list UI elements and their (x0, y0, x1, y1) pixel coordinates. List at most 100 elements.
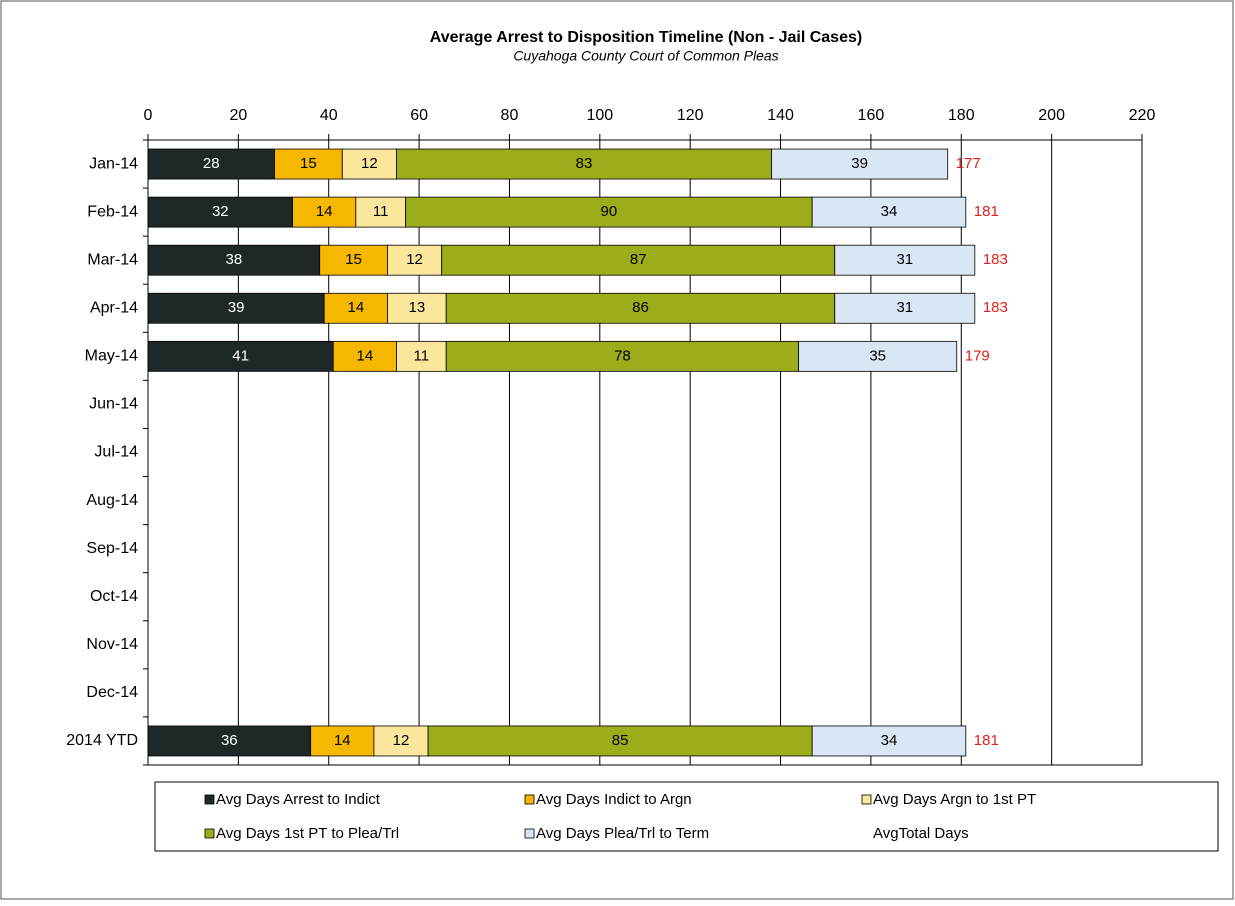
legend-swatch (204, 828, 215, 839)
bar-segment (341, 148, 397, 180)
total-label: 183 (983, 299, 1008, 316)
data-label: 87 (630, 251, 647, 268)
bar-segment (405, 196, 813, 228)
bar-segment (445, 340, 800, 372)
y-tick-label: Sep-14 (86, 540, 138, 557)
legend-label: Avg Days Indict to Argn (536, 791, 692, 808)
total-label: 183 (983, 251, 1008, 268)
legend-label: Avg Days 1st PT to Plea/Trl (216, 825, 399, 842)
data-label: 32 (212, 203, 229, 220)
bar-segment (387, 244, 443, 276)
bar-segment (147, 196, 293, 228)
bar-segment (373, 725, 429, 757)
data-label: 83 (576, 155, 593, 172)
bar-segment (811, 725, 967, 757)
x-tick-label: 120 (677, 107, 704, 124)
y-tick-label: Mar-14 (87, 251, 138, 268)
bar-segment (811, 196, 967, 228)
bar-segment (274, 148, 343, 180)
legend-swatch (524, 828, 535, 839)
data-label: 12 (361, 155, 378, 172)
legend-label: AvgTotal Days (873, 825, 969, 842)
total-label: 177 (956, 155, 981, 172)
bar-segment (323, 292, 388, 324)
legend-swatch (524, 794, 535, 805)
bar-segment (387, 292, 447, 324)
y-tick-label: Feb-14 (87, 203, 138, 220)
bar-segment (332, 340, 397, 372)
y-tick-label: Jun-14 (89, 396, 138, 413)
total-label: 181 (974, 732, 999, 749)
y-tick-label: 2014 YTD (66, 732, 138, 749)
y-tick-label: Oct-14 (90, 588, 138, 605)
bar-segment (147, 244, 321, 276)
bar-segment (441, 244, 836, 276)
data-label: 86 (632, 299, 649, 316)
data-label: 11 (414, 347, 430, 364)
data-label: 12 (406, 251, 423, 268)
x-tick-label: 40 (320, 107, 338, 124)
data-label: 15 (300, 155, 317, 172)
chart-subtitle: Cuyahoga County Court of Common Pleas (513, 48, 778, 64)
x-tick-label: 20 (229, 107, 247, 124)
bar-segment (445, 292, 836, 324)
bar-segment (355, 196, 406, 228)
data-label: 11 (373, 203, 389, 220)
bar-segment (292, 196, 357, 228)
data-label: 39 (228, 299, 245, 316)
y-tick-label: Nov-14 (86, 636, 138, 653)
bar-segment (147, 725, 312, 757)
bar-segment (834, 244, 976, 276)
x-tick-label: 0 (144, 107, 153, 124)
x-tick-label: 160 (858, 107, 885, 124)
data-label: 38 (226, 251, 243, 268)
x-tick-label: 180 (948, 107, 975, 124)
data-label: 34 (881, 203, 898, 220)
data-label: 78 (614, 347, 631, 364)
x-tick-label: 100 (586, 107, 613, 124)
data-label: 14 (357, 347, 374, 364)
legend-label: Avg Days Arrest to Indict (216, 791, 381, 808)
x-tick-label: 200 (1038, 107, 1065, 124)
data-label: 31 (896, 251, 913, 268)
data-label: 31 (896, 299, 913, 316)
data-label: 14 (316, 203, 333, 220)
data-label: 28 (203, 155, 220, 172)
legend-label: Avg Days Plea/Trl to Term (536, 825, 709, 842)
total-label: 181 (974, 203, 999, 220)
data-label: 35 (869, 347, 886, 364)
data-label: 41 (232, 347, 249, 364)
data-label: 39 (851, 155, 868, 172)
y-tick-label: Jul-14 (94, 444, 138, 461)
bar-segment (147, 148, 275, 180)
x-tick-label: 80 (501, 107, 519, 124)
data-label: 14 (347, 299, 364, 316)
data-label: 85 (612, 732, 629, 749)
legend-swatch (861, 794, 872, 805)
bar-segment (771, 148, 949, 180)
bar-segment (147, 292, 325, 324)
data-label: 34 (881, 732, 898, 749)
bar-segment (834, 292, 976, 324)
legend (154, 781, 1219, 852)
x-tick-label: 140 (767, 107, 794, 124)
y-tick-label: Jan-14 (89, 155, 138, 172)
legend-swatch (204, 794, 215, 805)
y-tick-label: Aug-14 (86, 492, 138, 509)
data-label: 15 (345, 251, 362, 268)
total-label: 179 (965, 347, 990, 364)
legend-label: Avg Days Argn to 1st PT (873, 791, 1036, 808)
data-label: 90 (601, 203, 618, 220)
y-tick-label: Apr-14 (90, 299, 138, 316)
y-tick-label: May-14 (85, 348, 138, 365)
data-label: 12 (393, 732, 410, 749)
bar-segment (798, 340, 958, 372)
x-tick-label: 60 (410, 107, 428, 124)
y-tick-label: Dec-14 (86, 684, 138, 701)
data-label: 14 (334, 732, 351, 749)
chart-title: Average Arrest to Disposition Timeline (… (430, 29, 862, 46)
x-tick-label: 220 (1129, 107, 1156, 124)
